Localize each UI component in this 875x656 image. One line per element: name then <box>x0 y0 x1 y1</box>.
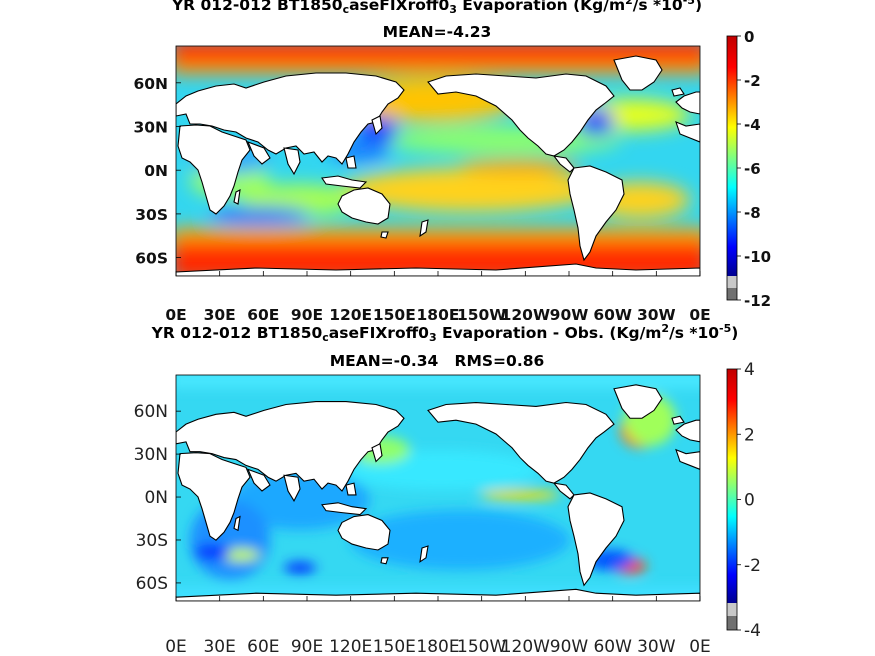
panel-2-subtitle: MEAN=-0.34 RMS=0.86 <box>330 352 545 370</box>
x-tick-label: 60W <box>593 637 632 656</box>
panel-2-map <box>176 375 700 601</box>
y-tick-label: 0N <box>144 488 168 508</box>
x-tick-label: 120W <box>501 637 550 656</box>
x-tick-label: 150W <box>457 637 506 656</box>
colorbar-tick-label: -2 <box>744 72 761 90</box>
x-tick-label: 180E <box>417 306 460 324</box>
y-tick-label: 30N <box>133 119 168 137</box>
colorbar-tick-label: -10 <box>744 248 771 266</box>
colorbar-tick-label: 2 <box>744 425 755 445</box>
y-tick-label: 60N <box>134 402 168 422</box>
colorbar-tick-label: -6 <box>744 160 761 178</box>
x-tick-label: 30E <box>203 637 235 656</box>
x-tick-label: 150E <box>373 306 416 324</box>
x-tick-label: 90W <box>550 306 589 324</box>
x-tick-label: 30W <box>637 306 676 324</box>
panel-1-y-ticks: 60N 30N 0N 30S 60S <box>133 75 181 268</box>
x-tick-label: 60E <box>247 637 279 656</box>
x-tick-label: 120W <box>501 306 550 324</box>
colorbar-tick-label: -12 <box>744 292 771 310</box>
y-tick-label: 60S <box>136 574 168 594</box>
y-tick-label: 0N <box>144 162 168 180</box>
panel-2: YR 012-012 BT1850caseFIXroff03 Evaporati… <box>134 322 761 656</box>
colorbar-tick-label: -8 <box>744 204 761 222</box>
panel-2-colorbar: 4 2 0 -2 -4 <box>726 360 761 641</box>
panel-2-y-ticks: 60N 30N 0N 30S 60S <box>134 402 181 594</box>
panel-1-map <box>176 46 700 276</box>
panel-1: YR 012-012 BT1850caseFIXroff03 Evaporati… <box>133 0 771 324</box>
x-tick-label: 60E <box>247 306 279 324</box>
colorbar-tick-label: 4 <box>744 360 755 380</box>
x-tick-label: 150E <box>373 637 416 656</box>
y-tick-label: 60S <box>135 250 168 268</box>
panel-1-colorbar: 0 -2 -4 -6 -8 -10 -12 <box>726 28 771 310</box>
x-tick-label: 0E <box>689 306 710 324</box>
x-tick-label: 60W <box>593 306 632 324</box>
y-tick-label: 30N <box>134 445 168 465</box>
colorbar-tick-label: -4 <box>744 621 761 641</box>
panel-1-title: YR 012-012 BT1850caseFIXroff03 Evaporati… <box>171 0 702 16</box>
panel-2-title: YR 012-012 BT1850caseFIXroff03 Evaporati… <box>151 322 739 345</box>
x-tick-label: 0E <box>165 637 187 656</box>
x-tick-label: 150W <box>457 306 506 324</box>
x-tick-label: 0E <box>689 637 711 656</box>
x-tick-label: 0E <box>165 306 186 324</box>
x-tick-label: 180E <box>416 637 459 656</box>
y-tick-label: 60N <box>133 75 168 93</box>
x-tick-label: 90W <box>550 637 589 656</box>
x-tick-label: 30W <box>637 637 676 656</box>
colorbar-tick-label: 0 <box>744 28 754 46</box>
colorbar-tick-label: -2 <box>744 556 761 576</box>
x-tick-label: 120E <box>329 637 372 656</box>
x-tick-label: 90E <box>291 637 323 656</box>
y-tick-label: 30S <box>136 531 168 551</box>
x-tick-label: 120E <box>329 306 372 324</box>
panel-1-subtitle: MEAN=-4.23 <box>383 23 492 41</box>
colorbar-tick-label: 0 <box>744 491 755 511</box>
x-tick-label: 90E <box>291 306 323 324</box>
y-tick-label: 30S <box>135 206 168 224</box>
colorbar-tick-label: -4 <box>744 116 761 134</box>
x-tick-label: 30E <box>204 306 236 324</box>
